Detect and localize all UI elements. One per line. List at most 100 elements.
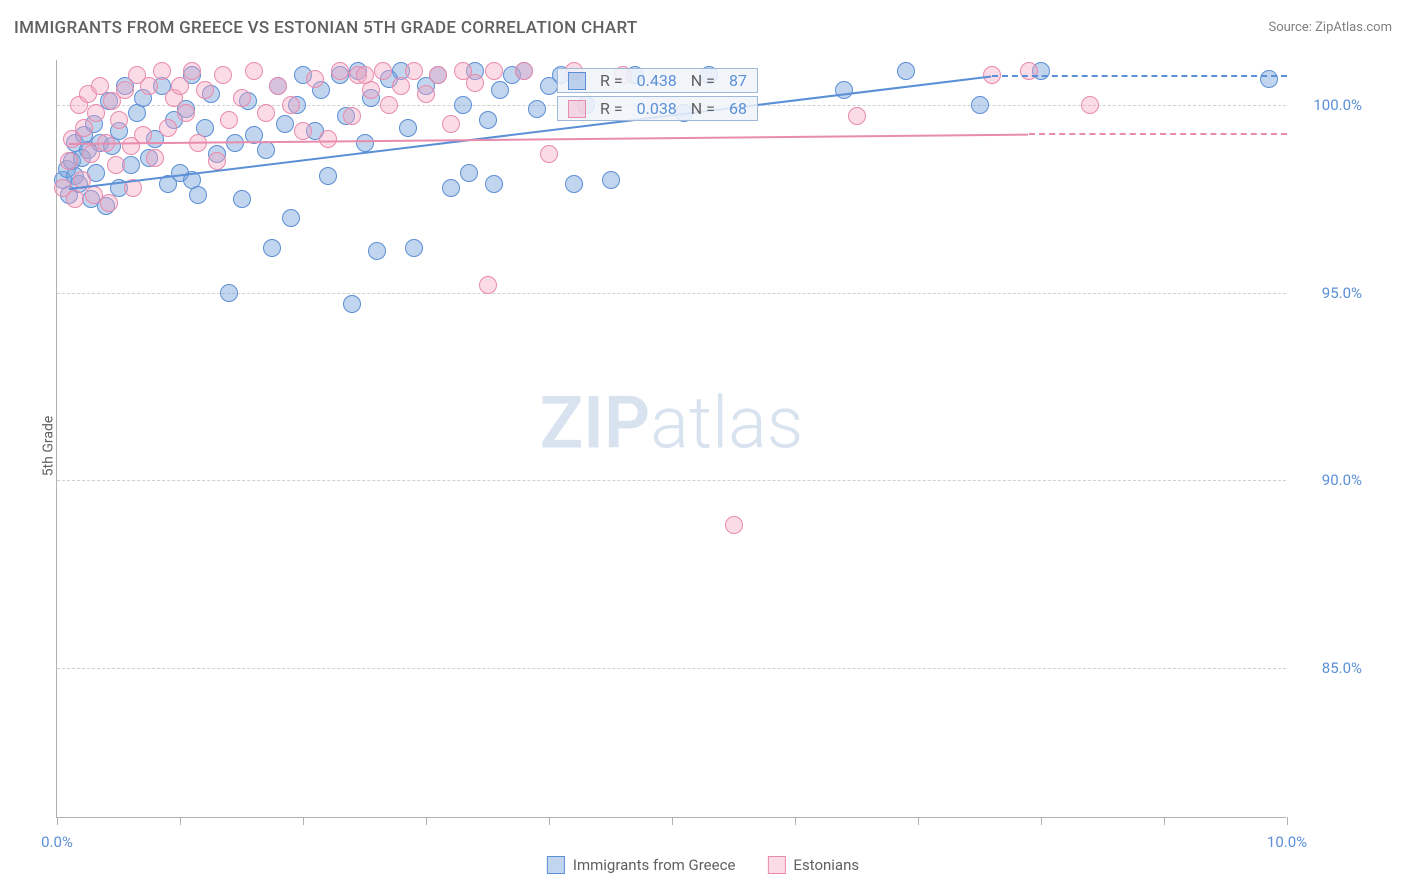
legend-swatch: [767, 856, 785, 874]
scatter-point-pink: [87, 104, 105, 122]
x-tick: [549, 817, 550, 825]
scatter-point-blue: [356, 134, 374, 152]
plot-area: ZIPatlas 85.0%90.0%95.0%100.0%0.0%10.0%R…: [56, 60, 1286, 818]
x-tick: [1164, 817, 1165, 825]
watermark-light: atlas: [650, 381, 803, 466]
trend-line-pink: [69, 133, 1028, 144]
scatter-point-pink: [417, 85, 435, 103]
x-tick: [672, 817, 673, 825]
stats-r-label: R =: [600, 71, 623, 90]
legend-item-blue: Immigrants from Greece: [547, 856, 736, 874]
scatter-point-pink: [485, 62, 503, 80]
scatter-point-pink: [107, 156, 125, 174]
scatter-point-pink: [153, 62, 171, 80]
scatter-point-blue: [405, 239, 423, 257]
scatter-point-blue: [220, 284, 238, 302]
scatter-point-pink: [269, 77, 287, 95]
scatter-point-blue: [602, 171, 620, 189]
scatter-point-blue: [319, 167, 337, 185]
scatter-point-blue: [263, 239, 281, 257]
scatter-point-pink: [306, 70, 324, 88]
x-tick-label: 0.0%: [41, 833, 73, 851]
scatter-point-blue: [835, 81, 853, 99]
y-tick-label: 95.0%: [1296, 284, 1362, 302]
scatter-point-pink: [100, 194, 118, 212]
scatter-point-blue: [460, 164, 478, 182]
stats-n-label: N =: [691, 99, 715, 118]
legend-swatch: [547, 856, 565, 874]
scatter-point-pink: [257, 104, 275, 122]
scatter-point-pink: [159, 119, 177, 137]
y-tick-label: 85.0%: [1296, 659, 1362, 677]
legend-label: Immigrants from Greece: [573, 856, 736, 874]
scatter-point-pink: [171, 77, 189, 95]
trend-dash-pink: [1029, 133, 1287, 135]
stats-swatch: [568, 100, 586, 118]
scatter-point-pink: [245, 62, 263, 80]
scatter-point-blue: [343, 295, 361, 313]
scatter-point-pink: [60, 152, 78, 170]
scatter-point-pink: [392, 77, 410, 95]
scatter-point-blue: [233, 190, 251, 208]
y-tick-label: 90.0%: [1296, 471, 1362, 489]
scatter-point-pink: [479, 276, 497, 294]
scatter-point-blue: [565, 175, 583, 193]
trend-dash-blue: [992, 75, 1287, 77]
watermark-bold: ZIP: [540, 381, 650, 466]
scatter-point-pink: [725, 516, 743, 534]
scatter-point-pink: [442, 115, 460, 133]
scatter-point-pink: [146, 149, 164, 167]
scatter-point-pink: [220, 111, 238, 129]
scatter-point-pink: [380, 96, 398, 114]
legend-label: Estonians: [793, 856, 859, 874]
scatter-point-blue: [189, 186, 207, 204]
chart-title: IMMIGRANTS FROM GREECE VS ESTONIAN 5TH G…: [14, 18, 638, 38]
scatter-point-pink: [91, 77, 109, 95]
scatter-point-blue: [399, 119, 417, 137]
x-tick: [1287, 817, 1288, 825]
source-attribution: Source: ZipAtlas.com: [1268, 20, 1392, 35]
legend: Immigrants from Greece Estonians: [547, 856, 859, 874]
scatter-point-pink: [208, 152, 226, 170]
scatter-point-blue: [257, 141, 275, 159]
scatter-point-blue: [479, 111, 497, 129]
scatter-point-blue: [442, 179, 460, 197]
scatter-point-pink: [374, 62, 392, 80]
x-tick-label: 10.0%: [1267, 833, 1307, 851]
scatter-point-blue: [282, 209, 300, 227]
scatter-point-pink: [282, 96, 300, 114]
scatter-point-pink: [540, 145, 558, 163]
scatter-point-blue: [528, 100, 546, 118]
scatter-point-pink: [294, 122, 312, 140]
stats-box-pink: R =0.038N =68: [557, 96, 758, 121]
scatter-point-pink: [116, 81, 134, 99]
scatter-point-pink: [177, 104, 195, 122]
scatter-point-pink: [429, 66, 447, 84]
stats-n-label: N =: [691, 71, 715, 90]
scatter-point-pink: [196, 81, 214, 99]
gridline-h: [57, 480, 1286, 481]
scatter-point-pink: [405, 62, 423, 80]
scatter-point-pink: [183, 62, 201, 80]
scatter-point-blue: [491, 81, 509, 99]
x-tick: [426, 817, 427, 825]
scatter-point-pink: [362, 81, 380, 99]
scatter-point-blue: [454, 96, 472, 114]
scatter-point-pink: [515, 62, 533, 80]
scatter-point-blue: [276, 115, 294, 133]
scatter-point-blue: [971, 96, 989, 114]
scatter-point-pink: [75, 119, 93, 137]
y-axis-label: 5th Grade: [40, 416, 56, 477]
x-tick: [180, 817, 181, 825]
scatter-point-pink: [140, 77, 158, 95]
legend-item-pink: Estonians: [767, 856, 859, 874]
scatter-point-pink: [233, 89, 251, 107]
scatter-point-pink: [343, 107, 361, 125]
x-tick: [918, 817, 919, 825]
scatter-point-pink: [848, 107, 866, 125]
scatter-point-blue: [368, 242, 386, 260]
stats-n-value: 68: [729, 99, 747, 118]
stats-swatch: [568, 72, 586, 90]
scatter-point-blue: [485, 175, 503, 193]
x-tick: [303, 817, 304, 825]
